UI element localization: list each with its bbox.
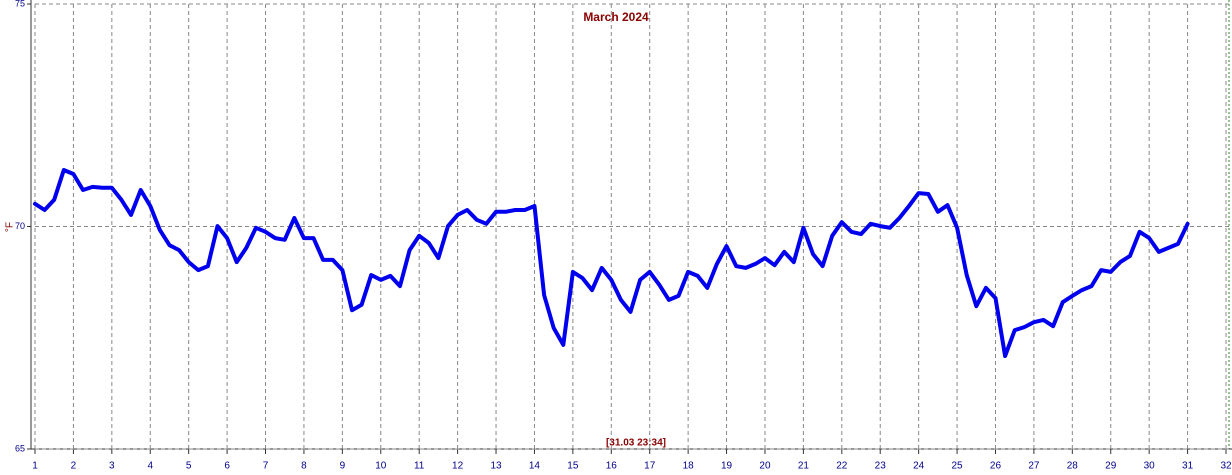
x-tick-label: 24	[913, 461, 925, 472]
x-tick-label: 7	[263, 461, 269, 472]
x-tick-label: 13	[490, 461, 502, 472]
x-tick-label: 17	[644, 461, 656, 472]
x-tick-label: 1	[32, 461, 38, 472]
x-tick-label: 22	[836, 461, 848, 472]
x-tick-label: 8	[301, 461, 307, 472]
x-tick-label: 16	[606, 461, 618, 472]
y-tick-label: 75	[15, 0, 25, 8]
x-tick-label: 10	[375, 461, 387, 472]
x-tick-label: 19	[721, 461, 733, 472]
x-tick-label: 12	[452, 461, 464, 472]
x-tick-label: 21	[798, 461, 810, 472]
x-tick-label: 18	[683, 461, 695, 472]
y-tick-label: 70	[15, 221, 25, 231]
x-tick-label: 20	[759, 461, 771, 472]
x-tick-label: 25	[952, 461, 964, 472]
x-tick-label: 26	[990, 461, 1002, 472]
x-tick-label: 27	[1028, 461, 1040, 472]
x-tick-label: 2	[71, 461, 77, 472]
x-tick-label: 23	[875, 461, 887, 472]
x-tick-label: 15	[567, 461, 579, 472]
chart-title: March 2024	[583, 10, 649, 24]
x-tick-label: 6	[224, 461, 230, 472]
x-tick-label: 28	[1067, 461, 1079, 472]
x-tick-label: 5	[186, 461, 192, 472]
x-tick-label: 29	[1105, 461, 1117, 472]
y-tick-label: 65	[15, 443, 25, 453]
x-tick-label: 32	[1220, 461, 1232, 472]
line	[33, 168, 1190, 358]
x-tick-label: 4	[147, 461, 153, 472]
x-tick-label: 9	[340, 461, 346, 472]
x-tick-label: 11	[414, 461, 425, 472]
y-axis-label: °F	[5, 222, 16, 232]
x-tick-label: 31	[1182, 461, 1194, 472]
annotation: [31.03 23:34]	[606, 438, 666, 449]
x-tick-label: 3	[109, 461, 115, 472]
x-tick-label: 30	[1144, 461, 1156, 472]
x-tick-label: 14	[529, 461, 541, 472]
